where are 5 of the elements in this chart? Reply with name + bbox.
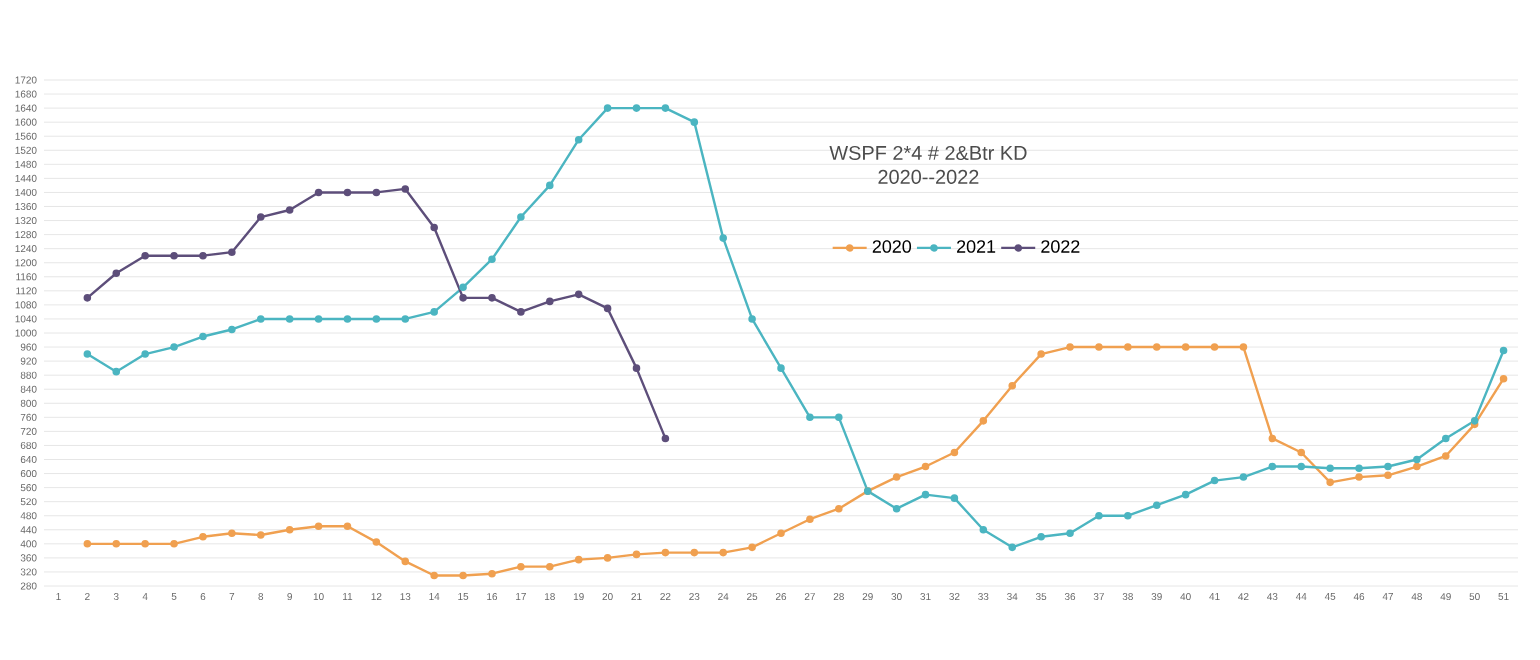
legend-label: 2022 (1041, 240, 1080, 253)
legend-label: 2020 (872, 240, 912, 253)
text: 2020--2022 (878, 169, 979, 184)
text: WSPF 2*4 # 2&Btr KD (829, 145, 1027, 161)
legend-label: 2021 (957, 240, 996, 253)
